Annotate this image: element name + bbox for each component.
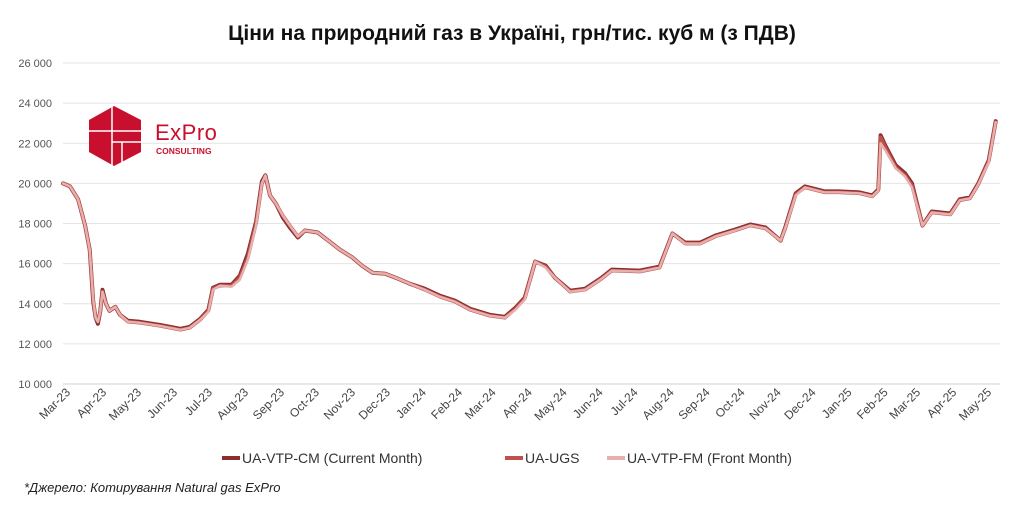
x-tick-label: Nov-23 <box>321 385 358 422</box>
x-tick-label: Feb-24 <box>428 385 465 422</box>
y-tick-label: 24 000 <box>18 98 52 110</box>
x-tick-label: Jun-24 <box>570 385 606 421</box>
x-tick-label: Aug-24 <box>639 385 676 422</box>
x-tick-label: Dec-23 <box>356 385 393 422</box>
x-tick-label: Aug-23 <box>214 385 251 422</box>
x-tick-label: Jul-24 <box>608 385 641 418</box>
footnote: *Джерело: Котирування Natural gas ExPro <box>24 480 281 495</box>
x-tick-label: May-25 <box>956 385 994 423</box>
x-tick-label: Apr-24 <box>499 385 535 421</box>
x-tick-label: Oct-24 <box>712 385 748 421</box>
logo-subtitle: CONSULTING <box>156 146 212 156</box>
x-tick-label: Jul-23 <box>182 385 215 418</box>
logo-hexagon-icon <box>89 106 141 166</box>
x-tick-label: Jan-24 <box>393 385 429 421</box>
y-tick-label: 16 000 <box>18 259 52 271</box>
x-tick-label: Mar-24 <box>462 385 499 422</box>
x-tick-label: May-24 <box>532 385 570 423</box>
x-tick-label: Jun-23 <box>144 385 180 421</box>
x-tick-label: Apr-23 <box>74 385 110 421</box>
logo-name: ExPro <box>155 120 217 145</box>
legend-label: UA-UGS <box>525 450 579 466</box>
gridlines <box>63 62 1000 385</box>
logo: ExPro CONSULTING <box>89 106 217 166</box>
y-tick-label: 26 000 <box>18 58 52 70</box>
x-tick-label: Apr-25 <box>924 385 960 421</box>
x-tick-label: Jan-25 <box>819 385 855 421</box>
y-tick-label: 12 000 <box>18 339 52 351</box>
x-tick-label: Sep-24 <box>676 385 713 422</box>
y-tick-label: 14 000 <box>18 299 52 311</box>
x-tick-label: Sep-23 <box>250 385 287 422</box>
chart-title: Ціни на природний газ в Україні, грн/тис… <box>228 22 796 45</box>
legend-label: UA-VTP-FM (Front Month) <box>627 450 792 466</box>
legend: UA-VTP-CM (Current Month) UA-UGS UA-VTP-FM… <box>222 450 792 466</box>
x-tick-label: Mar-25 <box>886 385 923 422</box>
y-axis: 10 000 12 000 14 000 16 000 18 000 20 000 22 0… <box>18 58 52 391</box>
y-tick-label: 22 000 <box>18 138 52 150</box>
x-tick-label: Feb-25 <box>854 385 891 422</box>
series-line-2 <box>61 120 997 332</box>
y-tick-label: 10 000 <box>18 379 52 391</box>
x-tick-label: Nov-24 <box>746 385 783 422</box>
y-tick-label: 20 000 <box>18 178 52 190</box>
x-tick-label: Dec-24 <box>781 385 818 422</box>
series-lines <box>61 119 998 332</box>
x-tick-label: Oct-23 <box>287 385 323 421</box>
y-tick-label: 18 000 <box>18 219 52 231</box>
legend-label: UA-VTP-CM (Current Month) <box>242 450 422 466</box>
x-tick-label: May-23 <box>106 385 144 423</box>
